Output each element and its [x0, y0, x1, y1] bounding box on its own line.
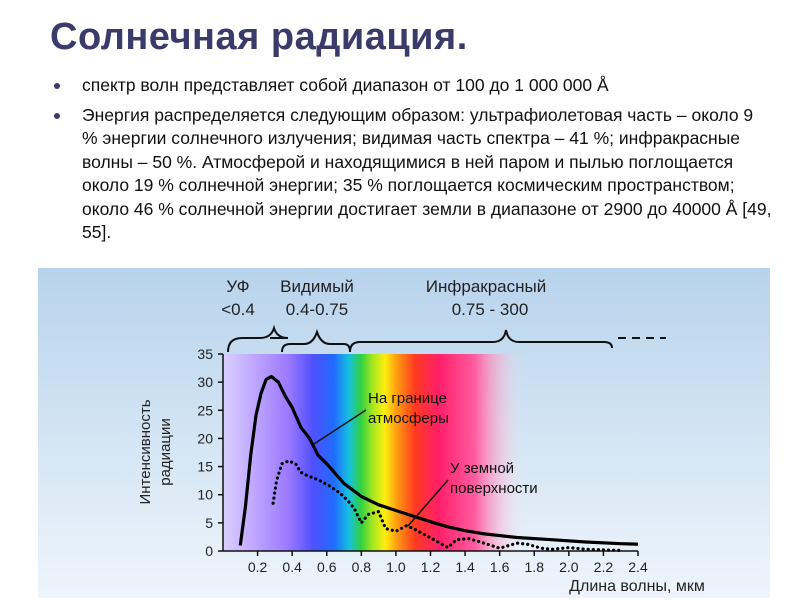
y-tick-label: 25: [197, 402, 213, 418]
y-tick-label: 5: [205, 515, 213, 531]
y-tick-label: 0: [205, 543, 213, 559]
y-tick-label: 15: [197, 459, 213, 475]
x-tick-label: 1.6: [490, 559, 510, 575]
bullet-dot-icon: [54, 83, 60, 89]
annotation-top-line1: На границе: [368, 390, 447, 407]
band-uv-name: УФ: [226, 277, 249, 296]
brace-uv: [227, 324, 289, 353]
x-tick-label: 1.2: [421, 559, 441, 575]
bullet-item: Энергия распределяется следующим образом…: [52, 104, 772, 245]
bullet-dot-icon: [54, 112, 60, 119]
x-tick-label: 2.4: [628, 559, 648, 575]
bullet-text: Энергия распределяется следующим образом…: [82, 104, 772, 243]
annotation-ground-line2: поверхности: [450, 480, 538, 497]
band-infrared-range: 0.75 - 300: [452, 300, 529, 319]
band-uv-range: <0.4: [221, 300, 255, 319]
slide-title: Солнечная радиация.: [50, 16, 468, 58]
series-line-top-of-atmosphere: [238, 374, 639, 546]
x-tick-label: 1.8: [525, 559, 545, 575]
annotation-ground-pointer: [407, 479, 449, 527]
band-visible-name: Видимый: [280, 277, 354, 296]
bullet-list: спектр волн представляет собой диапазон …: [52, 74, 772, 251]
annotation-top-line2: атмосферы: [368, 410, 449, 427]
spectrum-gradient: [223, 354, 523, 551]
x-axis-label: Длина волны, мкм: [569, 578, 705, 595]
spectrum-chart: УФ <0.4 Видимый 0.4-0.75 Инфракрасный 0.…: [38, 268, 770, 598]
bullet-text: спектр волн представляет собой диапазон …: [82, 75, 609, 95]
x-tick-label: 0.8: [352, 559, 372, 575]
brace-visible: [281, 328, 351, 353]
y-axis-label-line1: Интенсивность: [137, 399, 154, 504]
bullet-item: спектр волн представляет собой диапазон …: [52, 74, 772, 98]
x-tick-label: 0.2: [248, 559, 268, 575]
y-tick-label: 30: [197, 374, 213, 390]
chart-svg: УФ <0.4 Видимый 0.4-0.75 Инфракрасный 0.…: [38, 268, 770, 598]
band-infrared-name: Инфракрасный: [426, 277, 546, 296]
x-tick-label: 1.4: [455, 559, 475, 575]
y-tick-label: 20: [197, 430, 213, 446]
band-braces: [227, 324, 666, 353]
brace-infrared: [349, 329, 613, 353]
y-tick-label: 10: [197, 487, 213, 503]
x-tick-label: 0.6: [317, 559, 337, 575]
x-tick-label: 1.0: [386, 559, 406, 575]
y-tick-label: 35: [197, 346, 213, 362]
series-line-earth-surface: [271, 459, 623, 552]
y-axis-label-line2: радиации: [157, 418, 174, 486]
y-ticks: 0 5 10 15 20 25 30 35: [197, 346, 223, 559]
band-visible-range: 0.4-0.75: [286, 300, 348, 319]
x-ticks: 0.2 0.4 0.6 0.8 1.0 1.2 1.4 1.6 1.8 2.0 2.2 2.4: [248, 551, 648, 575]
x-tick-label: 2.0: [559, 559, 579, 575]
annotation-ground-line1: У земной: [450, 460, 514, 477]
x-tick-label: 2.2: [594, 559, 614, 575]
x-tick-label: 0.4: [282, 559, 302, 575]
annotation-top-pointer: [313, 409, 367, 445]
